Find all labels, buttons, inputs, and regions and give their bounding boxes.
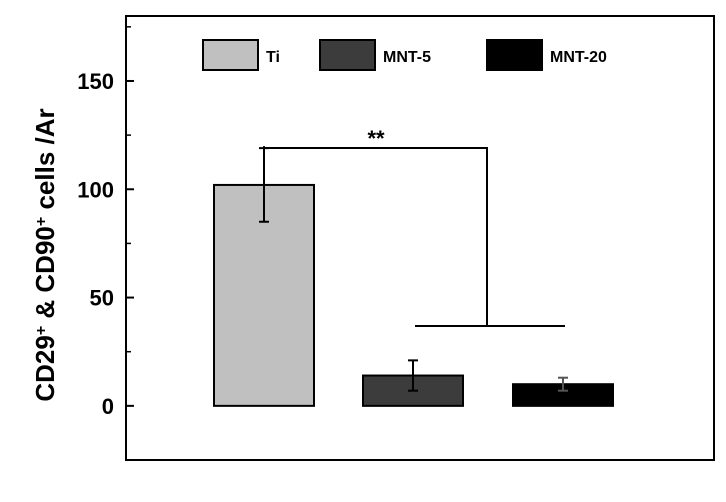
legend-swatch-ti <box>202 39 259 71</box>
y-axis-ticks: 0 50 100 150 <box>77 26 134 419</box>
y-label-superscript-2: + <box>33 217 50 226</box>
y-axis-label-text: CD29+ & CD90+ cells /Ar <box>30 108 60 401</box>
y-label-superscript-1: + <box>33 326 50 335</box>
legend-label: Ti <box>266 49 280 66</box>
legend: Ti MNT-5 MNT-20 <box>202 39 607 71</box>
legend-label: MNT-5 <box>383 49 431 66</box>
legend-swatch-mnt-5 <box>319 39 376 71</box>
legend-swatch-mnt-20 <box>486 39 543 71</box>
significance-line <box>263 146 565 327</box>
legend-label: MNT-20 <box>550 49 607 66</box>
y-tick-label: 0 <box>102 394 114 419</box>
y-label-part-3: cells /Ar <box>30 108 60 216</box>
y-tick-label: 150 <box>77 69 114 94</box>
significance-label: ** <box>367 126 385 151</box>
y-tick-label: 50 <box>90 286 114 311</box>
y-label-part-1: CD29 <box>30 335 60 401</box>
y-tick-label: 100 <box>77 177 114 202</box>
y-label-part-2: & CD90 <box>30 226 60 326</box>
y-axis-label: CD29+ & CD90+ cells /Ar <box>30 108 60 401</box>
significance-bracket: ** <box>263 126 565 327</box>
plot-frame <box>125 15 715 461</box>
